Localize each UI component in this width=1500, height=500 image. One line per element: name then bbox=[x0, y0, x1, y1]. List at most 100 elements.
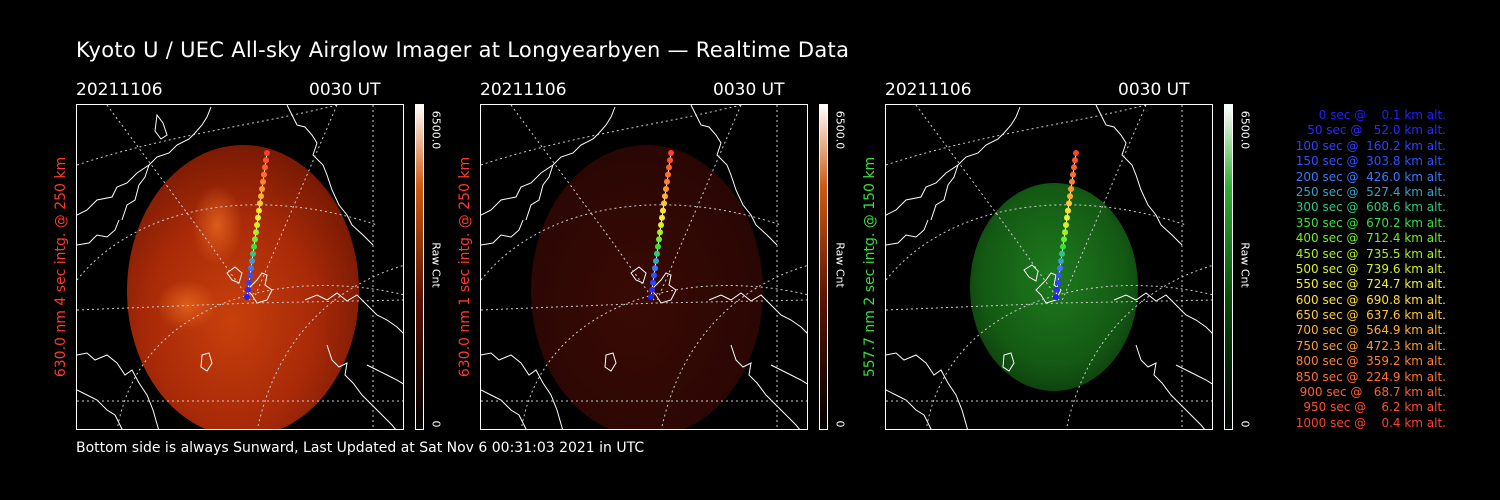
aurora-bright-patch bbox=[192, 185, 242, 265]
allsky-image bbox=[481, 105, 807, 429]
trajectory-point bbox=[651, 272, 657, 279]
panel-date: 20211106 bbox=[480, 80, 567, 100]
trajectory-point bbox=[667, 157, 673, 164]
panel-time: 0030 UT bbox=[309, 80, 381, 100]
trajectory-point bbox=[1057, 265, 1063, 272]
colorbar-min: 0 bbox=[833, 420, 847, 428]
panel-date: 20211106 bbox=[885, 80, 972, 100]
trajectory-point bbox=[1064, 214, 1070, 221]
trajectory-point bbox=[254, 222, 260, 228]
allsky-image bbox=[886, 105, 1212, 429]
legend-row: 100 sec @ 160.2 km alt. bbox=[1295, 138, 1446, 153]
trajectory-point bbox=[1063, 222, 1069, 228]
trajectory-point bbox=[246, 279, 252, 286]
airglow-ellipse bbox=[970, 183, 1138, 391]
trajectory-point bbox=[1059, 250, 1065, 257]
panel-ylabel-wrap: 630.0 nm 1 sec intg. @ 250 km bbox=[454, 104, 476, 430]
colorbar-min: 0 bbox=[1238, 420, 1252, 428]
trajectory-point bbox=[1070, 171, 1076, 178]
legend-row: 650 sec @ 637.6 km alt. bbox=[1295, 308, 1446, 323]
latlon-grid bbox=[77, 105, 403, 429]
trajectory-point bbox=[261, 171, 267, 178]
legend-row: 50 sec @ 52.0 km alt. bbox=[1307, 123, 1446, 138]
trajectory-point bbox=[249, 258, 255, 264]
trajectory-legend: 0 sec @ 0.1 km alt. 50 sec @ 52.0 km alt… bbox=[1266, 108, 1446, 431]
trajectory-point bbox=[663, 186, 669, 192]
legend-row: 950 sec @ 6.2 km alt. bbox=[1303, 400, 1446, 415]
trajectory-point bbox=[262, 164, 268, 171]
trajectory-point bbox=[652, 265, 658, 272]
panel-ylabel-wrap: 557.7 nm 2 sec intg. @ 150 km bbox=[859, 104, 881, 430]
trajectory-point bbox=[654, 250, 660, 257]
legend-row: 900 sec @ 68.7 km alt. bbox=[1299, 385, 1446, 400]
trajectory-point bbox=[1065, 207, 1071, 214]
legend-row: 600 sec @ 690.8 km alt. bbox=[1295, 292, 1446, 307]
trajectory-point bbox=[1062, 229, 1068, 236]
trajectory-point bbox=[248, 265, 254, 272]
allsky-image-frame bbox=[885, 104, 1213, 430]
trajectory-point bbox=[659, 214, 665, 221]
trajectory-point bbox=[1073, 150, 1079, 156]
trajectory bbox=[244, 150, 270, 300]
legend-row: 550 sec @ 724.7 km alt. bbox=[1295, 277, 1446, 292]
legend-row: 750 sec @ 472.3 km alt. bbox=[1295, 338, 1446, 353]
airglow-panel-1: 20211106 0030 UT 630.0 nm 4 sec intg. @ … bbox=[53, 80, 496, 432]
trajectory-point bbox=[657, 229, 663, 236]
trajectory-point bbox=[1055, 279, 1061, 286]
panel-time: 0030 UT bbox=[713, 80, 785, 100]
legend-row: 1000 sec @ 0.4 km alt. bbox=[1295, 415, 1446, 430]
colorbar-unit: Raw Cnt bbox=[1238, 242, 1252, 288]
legend-row: 150 sec @ 303.8 km alt. bbox=[1295, 154, 1446, 169]
allsky-image-frame bbox=[480, 104, 808, 430]
trajectory-point bbox=[253, 229, 259, 236]
trajectory-point bbox=[655, 243, 661, 250]
trajectory-point bbox=[664, 178, 670, 185]
trajectory-point bbox=[1068, 186, 1074, 192]
trajectory-point bbox=[244, 294, 250, 300]
latlon-grid bbox=[481, 105, 807, 429]
trajectory-point bbox=[251, 243, 257, 250]
legend-row: 500 sec @ 739.6 km alt. bbox=[1295, 261, 1446, 276]
colorbar bbox=[1224, 104, 1233, 430]
panel-time: 0030 UT bbox=[1118, 80, 1190, 100]
trajectory-point bbox=[1061, 236, 1067, 243]
trajectory-point bbox=[250, 250, 256, 257]
aurora-bright-patch bbox=[157, 280, 217, 330]
trajectory-point bbox=[661, 200, 667, 207]
allsky-image bbox=[77, 105, 403, 429]
legend-row: 850 sec @ 224.9 km alt. bbox=[1295, 369, 1446, 384]
panel-ylabel: 630.0 nm 1 sec intg. @ 250 km bbox=[457, 156, 473, 378]
trajectory bbox=[1053, 150, 1079, 300]
trajectory-point bbox=[1067, 193, 1073, 200]
trajectory-point bbox=[650, 279, 656, 286]
trajectory-point bbox=[656, 236, 662, 243]
trajectory-point bbox=[1053, 294, 1059, 300]
coastline-map bbox=[481, 105, 807, 429]
airglow-panel-2: 20211106 0030 UT 630.0 nm 1 sec intg. @ … bbox=[457, 80, 900, 432]
colorbar-max: 6500.0 bbox=[1238, 110, 1252, 150]
colorbar-unit: Raw Cnt bbox=[833, 242, 847, 288]
trajectory-point bbox=[245, 286, 251, 293]
trajectory-point bbox=[1069, 178, 1075, 185]
trajectory-point bbox=[1071, 164, 1077, 171]
legend-row: 400 sec @ 712.4 km alt. bbox=[1295, 231, 1446, 246]
colorbar-max: 6500.0 bbox=[429, 110, 443, 150]
coastline-map bbox=[77, 105, 403, 429]
trajectory-point bbox=[658, 222, 664, 228]
legend-row: 800 sec @ 359.2 km alt. bbox=[1295, 354, 1446, 369]
legend-row: 0 sec @ 0.1 km alt. bbox=[1318, 108, 1446, 122]
airglow-ellipse bbox=[127, 145, 359, 429]
trajectory-point bbox=[255, 214, 261, 221]
trajectory-point bbox=[259, 186, 265, 192]
panel-date: 20211106 bbox=[76, 80, 163, 100]
legend-row: 300 sec @ 608.6 km alt. bbox=[1295, 200, 1446, 215]
legend-row: 250 sec @ 527.4 km alt. bbox=[1295, 184, 1446, 199]
trajectory-point bbox=[665, 171, 671, 178]
trajectory-point bbox=[1054, 286, 1060, 293]
trajectory-point bbox=[256, 207, 262, 214]
colorbar-max: 6500.0 bbox=[833, 110, 847, 150]
trajectory-point bbox=[648, 294, 654, 300]
trajectory-point bbox=[247, 272, 253, 279]
panel-ylabel: 557.7 nm 2 sec intg. @ 150 km bbox=[862, 156, 878, 378]
trajectory-point bbox=[260, 178, 266, 185]
